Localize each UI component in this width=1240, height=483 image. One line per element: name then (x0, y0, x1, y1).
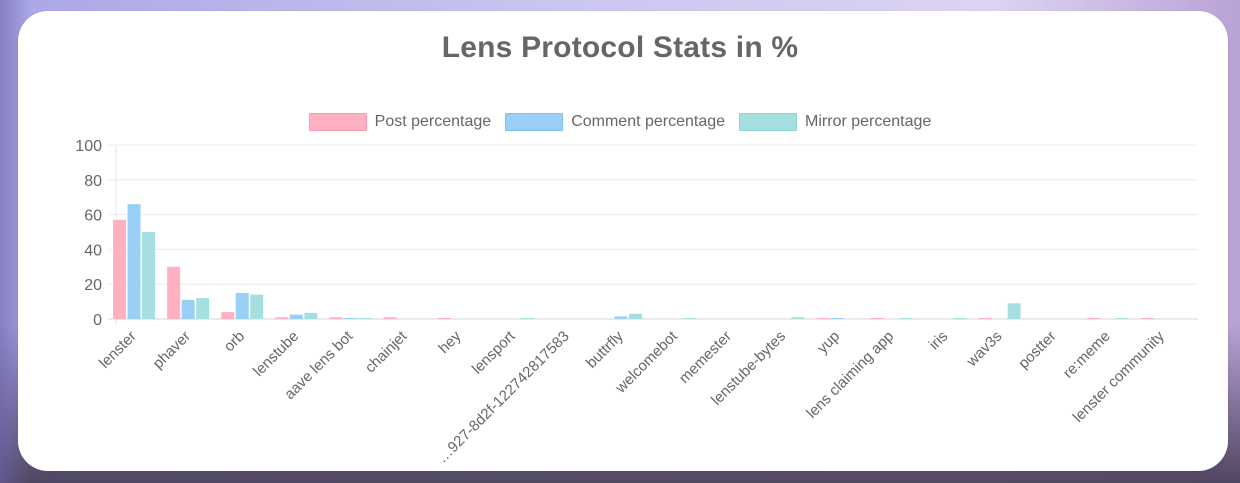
x-tick-label: chainjet (362, 327, 411, 376)
bar-comment-percentage[interactable] (830, 318, 844, 319)
bar-post-percentage[interactable] (1086, 318, 1100, 319)
bar-post-percentage[interactable] (383, 317, 397, 319)
y-tick-label: 40 (84, 242, 102, 259)
bar-mirror-percentage[interactable] (899, 318, 913, 319)
x-tick-label: lenster (96, 328, 140, 372)
bar-post-percentage[interactable] (978, 318, 992, 319)
chart-title: Lens Protocol Stats in % (441, 31, 799, 64)
y-tick-label: 0 (93, 312, 102, 329)
bar-mirror-percentage[interactable] (1115, 318, 1129, 319)
bar-post-percentage[interactable] (870, 318, 884, 319)
legend-label-mirror: Mirror percentage (805, 113, 932, 130)
bar-comment-percentage[interactable] (289, 314, 303, 319)
x-tick-label: lenstube (250, 328, 302, 380)
x-tick-label: hey (435, 327, 464, 356)
x-tick-label: yup (814, 328, 843, 357)
legend-item-mirror[interactable]: Mirror percentage (739, 113, 931, 131)
chart-card (18, 11, 1228, 471)
bar-mirror-percentage[interactable] (142, 232, 156, 319)
x-tick-label: wav3s (963, 328, 1006, 371)
y-axis: 0 20 40 60 80 100 (75, 138, 102, 329)
bar-mirror-percentage[interactable] (683, 318, 697, 319)
bar-mirror-percentage[interactable] (791, 317, 805, 319)
legend-swatch-post (308, 113, 367, 131)
legend-swatch-mirror (739, 113, 798, 131)
bar-mirror-percentage[interactable] (196, 298, 210, 319)
bar-mirror-percentage[interactable] (1007, 303, 1021, 319)
x-tick-label: lensport (469, 327, 519, 377)
x-tick-label: buttrfly (583, 327, 627, 371)
y-tick-label: 80 (84, 173, 102, 190)
bar-post-percentage[interactable] (167, 266, 181, 319)
bar-comment-percentage[interactable] (181, 299, 195, 319)
bar-post-percentage[interactable] (816, 318, 830, 319)
bar-post-percentage[interactable] (437, 318, 451, 319)
bar-comment-percentage[interactable] (235, 292, 249, 319)
bar-post-percentage[interactable] (1140, 318, 1154, 319)
y-tick-label: 20 (84, 277, 102, 294)
legend-label-post: Post percentage (374, 113, 492, 130)
x-tick-label: postter (1015, 328, 1059, 372)
x-tick-label: orb (221, 328, 248, 355)
x-tick-label: re:meme (1060, 328, 1114, 382)
bar-comment-percentage[interactable] (614, 316, 628, 319)
bar-mirror-percentage[interactable] (520, 318, 534, 319)
legend-swatch-comment (505, 113, 564, 131)
legend-item-post[interactable]: Post percentage (308, 113, 492, 131)
bar-comment-percentage[interactable] (127, 204, 141, 319)
x-tick-label: iris (926, 328, 952, 354)
y-tick-label: 60 (84, 208, 102, 225)
bar-mirror-percentage[interactable] (304, 312, 318, 319)
bar-mirror-percentage[interactable] (250, 294, 264, 319)
chart-grid (108, 144, 1198, 325)
legend-label-comment: Comment percentage (571, 113, 726, 130)
bar-comment-percentage[interactable] (343, 318, 357, 319)
x-tick-label: phaver (150, 328, 194, 372)
bar-post-percentage[interactable] (329, 317, 343, 319)
legend-item-comment[interactable]: Comment percentage (505, 113, 725, 131)
chart-bars (113, 204, 1154, 319)
y-tick-label: 100 (75, 138, 102, 155)
bar-mirror-percentage[interactable] (628, 313, 642, 319)
bar-post-percentage[interactable] (113, 219, 127, 319)
bar-post-percentage[interactable] (221, 312, 235, 319)
x-tick-label: lenster community (1070, 327, 1168, 425)
bar-post-percentage[interactable] (275, 317, 289, 319)
bar-mirror-percentage[interactable] (358, 318, 372, 319)
bar-mirror-percentage[interactable] (953, 318, 967, 319)
chart-legend: Post percentage Comment percentage Mirro… (0, 113, 1240, 131)
